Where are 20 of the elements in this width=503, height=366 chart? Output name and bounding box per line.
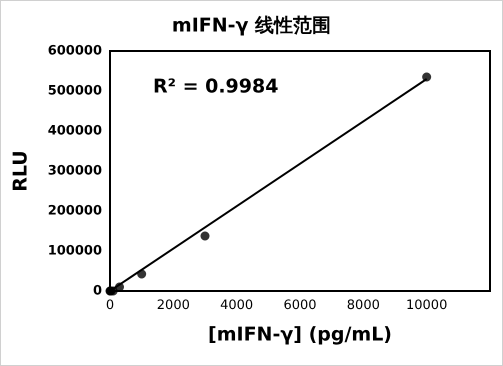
x-tick-label: 2000 bbox=[156, 298, 190, 313]
y-tick-label: 400000 bbox=[48, 124, 102, 138]
x-tick-label: 4000 bbox=[220, 298, 254, 313]
y-tick-label: 100000 bbox=[48, 244, 102, 258]
y-tick-label: 200000 bbox=[48, 204, 102, 218]
x-tick-label: 10000 bbox=[406, 298, 448, 313]
x-tick-label: 6000 bbox=[283, 298, 317, 313]
point bbox=[137, 270, 146, 278]
y-tick-label: 600000 bbox=[48, 44, 102, 58]
chart-title: mIFN-γ 线性范围 bbox=[172, 14, 332, 36]
annotation: R² = 0.9984 bbox=[153, 76, 278, 98]
y-axis-title: RLU bbox=[10, 150, 32, 192]
point bbox=[422, 72, 432, 82]
y-tick-label: 0 bbox=[92, 284, 102, 298]
y-tick-label: 500000 bbox=[48, 84, 102, 98]
x-axis-title: [mIFN-γ] (pg/mL) bbox=[208, 324, 392, 346]
x-tick-label: 8000 bbox=[346, 298, 380, 313]
point bbox=[200, 232, 210, 240]
x-tick-label: 0 bbox=[106, 298, 114, 313]
y-tick-label: 300000 bbox=[48, 164, 102, 178]
